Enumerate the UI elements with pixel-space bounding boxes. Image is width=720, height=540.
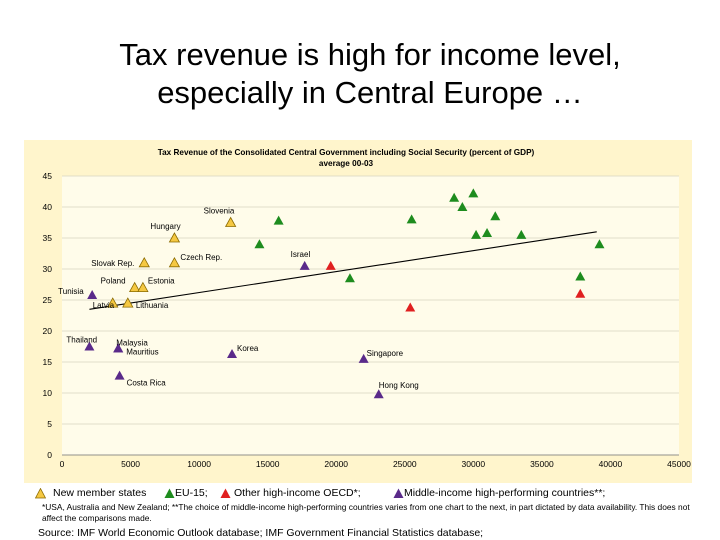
point-label: Costa Rica: [127, 379, 167, 388]
point-label: Mauritius: [126, 347, 158, 356]
plot-area: [62, 176, 679, 455]
point-new-member: [107, 297, 119, 308]
point-middle-income: [299, 260, 310, 270]
source-note: Source: IMF World Economic Outlook datab…: [38, 527, 484, 539]
point-high-income: [575, 288, 586, 298]
trendline: [89, 231, 597, 310]
x-tick-label: 20000: [324, 459, 348, 469]
legend-marker-middle-income: [393, 488, 404, 498]
x-tick-label: 40000: [599, 459, 623, 469]
legend-label-middle-income: Middle-income high-performing countries*…: [404, 487, 606, 499]
point-middle-income: [227, 348, 238, 358]
point-eu15: [471, 229, 482, 239]
point-eu15: [490, 211, 501, 221]
point-new-member: [224, 216, 237, 227]
chart-title: Tax Revenue of the Consolidated Central …: [158, 148, 535, 157]
point-label: Hungary: [150, 222, 180, 231]
point-label: Czech Rep.: [180, 253, 222, 262]
x-tick-label: 30000: [462, 459, 486, 469]
point-new-member: [128, 281, 141, 293]
grid: [62, 175, 679, 456]
y-tick-label: 20: [43, 326, 53, 336]
point-new-member: [168, 256, 181, 268]
y-tick-label: 35: [43, 233, 53, 243]
x-tick-label: 0: [60, 459, 65, 469]
axes: 0 5 10 15 20 25 30 35 40 45 0 5000 10000 15000 20000 25…: [43, 171, 692, 469]
slide-title-line-1: Tax revenue is high for income level,: [119, 37, 621, 72]
point-label: Thailand: [66, 336, 97, 345]
legend: New member states EU-15; Other high-inco…: [30, 487, 720, 501]
point-label: Tunisia: [58, 287, 84, 296]
point-eu15: [516, 229, 527, 239]
point-eu15: [575, 271, 586, 281]
point-label: Korea: [237, 344, 259, 353]
x-tick-label: 25000: [393, 459, 417, 469]
point-label: Malaysia: [116, 338, 148, 347]
point-new-member: [137, 281, 149, 293]
legend-label-high-income: Other high-income OECD*;: [234, 487, 361, 499]
point-eu15: [254, 239, 265, 249]
point-eu15: [406, 214, 417, 224]
y-tick-label: 45: [43, 171, 53, 181]
point-eu15: [344, 273, 355, 283]
point-label: Hong Kong: [379, 381, 419, 390]
slide-title: Tax revenue is high for income level, es…: [20, 36, 720, 112]
legend-label-eu15: EU-15;: [175, 487, 208, 499]
slide-title-line-2: especially in Central Europe …: [157, 75, 583, 110]
point-eu15: [594, 239, 605, 249]
x-tick-label: 45000: [667, 459, 691, 469]
x-tick-label: 15000: [256, 459, 280, 469]
x-tick-label: 35000: [530, 459, 554, 469]
legend-marker-high-income: [220, 488, 231, 498]
point-middle-income: [87, 290, 98, 300]
point-label: Latvia: [93, 301, 115, 310]
point-label: Poland: [101, 277, 126, 286]
point-label: Lithuania: [136, 301, 169, 310]
y-tick-label: 40: [43, 202, 53, 212]
point-eu15: [449, 192, 460, 202]
point-high-income: [405, 302, 416, 312]
y-tick-label: 5: [47, 419, 52, 429]
point-label: Slovak Rep.: [91, 259, 134, 268]
point-new-member: [168, 232, 181, 243]
point-eu15: [468, 188, 479, 198]
point-high-income: [325, 260, 336, 270]
point-label: Israel: [291, 250, 311, 259]
point-label: Estonia: [148, 277, 175, 286]
point-middle-income: [84, 341, 95, 351]
footnote: *USA, Australia and New Zealand; **The c…: [42, 502, 690, 523]
point-new-member: [122, 297, 134, 308]
y-tick-label: 30: [43, 264, 53, 274]
x-tick-label: 10000: [187, 459, 211, 469]
point-label: Singapore: [367, 349, 404, 358]
point-eu15: [273, 215, 284, 225]
legend-marker-new-member: [35, 488, 46, 499]
point-middle-income: [358, 353, 369, 363]
point-label: Slovenia: [204, 207, 235, 216]
chart-subtitle: average 00-03: [319, 159, 374, 168]
y-tick-label: 10: [43, 388, 53, 398]
y-tick-label: 25: [43, 295, 53, 305]
legend-marker-eu15: [164, 488, 175, 498]
trend-line: [89, 231, 597, 310]
point-middle-income: [113, 343, 124, 353]
legend-label-new-member: New member states: [53, 487, 147, 499]
x-tick-label: 5000: [121, 459, 140, 469]
y-tick-label: 0: [47, 450, 52, 460]
point-eu15: [482, 228, 493, 238]
point-middle-income: [114, 370, 125, 380]
point-middle-income: [373, 389, 384, 399]
point-labels: Slovenia Hungary Slovak Rep. Czech Rep. Pola…: [58, 207, 419, 391]
point-new-member: [138, 256, 150, 268]
data-points: [84, 188, 605, 399]
point-eu15: [457, 202, 468, 211]
y-tick-label: 15: [43, 357, 53, 367]
